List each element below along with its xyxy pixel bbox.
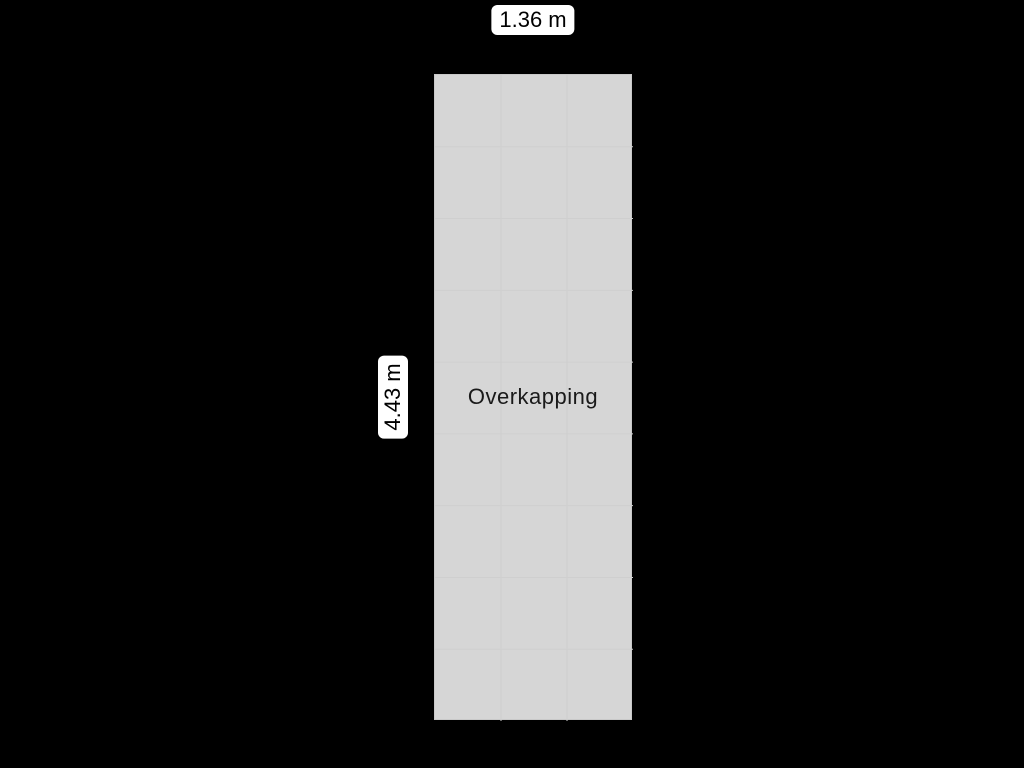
- floor-label: Overkapping: [468, 384, 598, 410]
- floor-area-overkapping: Overkapping: [434, 74, 632, 720]
- floorplan-canvas: Overkapping 1.36 m 4.43 m: [0, 0, 1024, 768]
- dimension-height-label: 4.43 m: [378, 355, 408, 438]
- dimension-width-label: 1.36 m: [491, 5, 574, 35]
